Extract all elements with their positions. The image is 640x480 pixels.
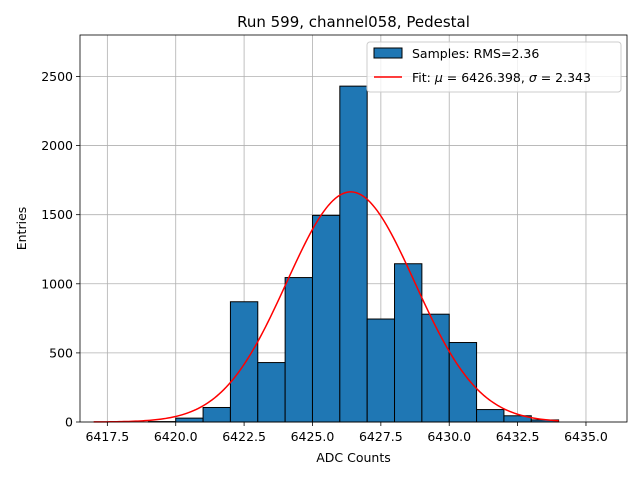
y-axis-label: Entries (14, 207, 29, 251)
legend: Samples: RMS=2.36 Fit: μ = 6426.398, σ =… (366, 41, 622, 93)
legend-fit-mu-symbol: μ (434, 70, 443, 85)
x-tick-label: 6432.5 (496, 429, 540, 444)
chart-title: Run 599, channel058, Pedestal (237, 13, 470, 31)
x-tick-label: 6422.5 (222, 429, 266, 444)
x-tick-label: 6435.0 (564, 429, 608, 444)
histogram-bar (339, 85, 368, 423)
x-tick-label: 6430.0 (427, 429, 471, 444)
histogram-bars (147, 85, 560, 423)
histogram-bar (229, 301, 259, 423)
y-tick-label: 500 (49, 345, 73, 360)
legend-fit-label: Fit: μ = 6426.398, σ = 2.343 (412, 70, 591, 85)
legend-fit-mid: = 6426.398, (443, 70, 529, 85)
x-tick-label: 6425.0 (291, 429, 335, 444)
histogram-bar (448, 342, 478, 423)
histogram-bar (284, 277, 313, 423)
histogram-bar (421, 313, 450, 423)
x-tick-label: 6417.5 (85, 429, 129, 444)
y-axis-ticks: 0 500 1000 1500 2000 2500 (41, 69, 80, 430)
y-tick-label: 1500 (41, 207, 73, 222)
legend-box (366, 41, 622, 93)
x-tick-label: 6420.0 (154, 429, 198, 444)
x-axis-ticks: 6417.5 6420.0 6422.5 6425.0 6427.5 6430.0 6432… (85, 422, 608, 444)
y-tick-label: 1000 (41, 276, 73, 291)
histogram-bar (202, 406, 231, 423)
histogram-bar (394, 263, 423, 423)
legend-fit-suffix: = 2.343 (537, 70, 591, 85)
legend-fit-sigma-symbol: σ (529, 70, 538, 85)
histogram-bar (476, 409, 505, 423)
y-tick-label: 0 (65, 415, 73, 430)
histogram-bar (257, 362, 286, 423)
y-tick-label: 2000 (41, 138, 73, 153)
fit-curve-line (93, 191, 559, 423)
legend-samples-swatch (373, 47, 403, 59)
x-axis-label: ADC Counts (316, 450, 391, 465)
legend-samples-label: Samples: RMS=2.36 (412, 46, 539, 61)
x-tick-label: 6427.5 (359, 429, 403, 444)
histogram-bar (175, 417, 204, 423)
plot-area-frame (79, 34, 628, 423)
y-tick-label: 2500 (41, 69, 73, 84)
histogram-bar (311, 214, 341, 423)
histogram-bar (366, 318, 396, 423)
legend-fit-prefix: Fit: (412, 70, 435, 85)
